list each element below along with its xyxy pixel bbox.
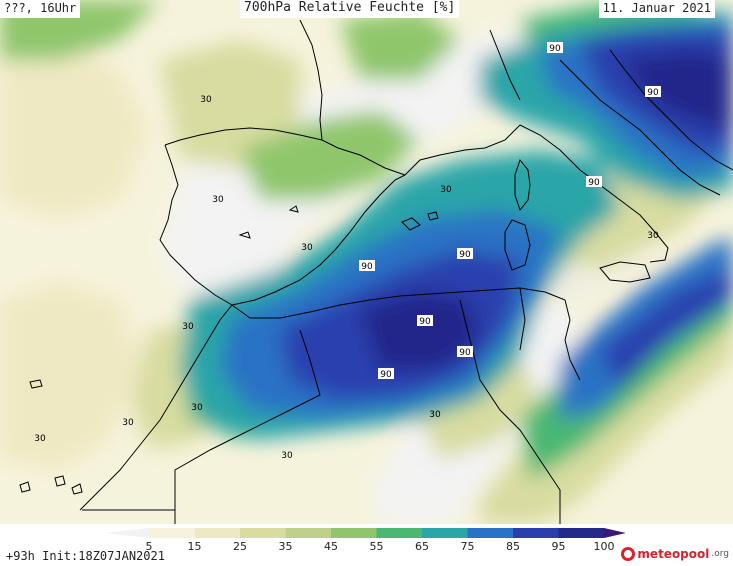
legend-tick-label: 15 — [187, 540, 202, 553]
contour-label: 90 — [459, 348, 471, 358]
contour-label: 90 — [549, 44, 561, 54]
legend-tick-label: 45 — [324, 540, 338, 553]
legend-tick-label: 65 — [415, 540, 429, 553]
legend-color-segment — [285, 528, 332, 538]
contour-label: 30 — [122, 418, 134, 428]
brand: meteopool .org — [621, 547, 729, 561]
legend-color-segment — [331, 528, 377, 538]
contour-label: 30 — [301, 243, 313, 253]
contour-label: 30 — [212, 195, 224, 205]
meteopool-logo-icon — [621, 547, 636, 561]
legend-arrow-right — [604, 528, 626, 538]
color-legend-bar — [105, 528, 626, 538]
contour-label: 30 — [182, 322, 194, 332]
contour-label: 30 — [191, 403, 203, 413]
legend-tick-label: 95 — [551, 540, 566, 553]
contour-label: 30 — [200, 95, 212, 105]
legend-tick-label: 100 — [593, 540, 615, 553]
contour-label: 30 — [281, 451, 293, 461]
legend-tick-label: 25 — [233, 540, 247, 553]
legend-tick-label: 85 — [506, 540, 520, 553]
forecast-date: 11. Januar 2021 — [598, 0, 715, 18]
brand-tld: .org — [711, 549, 729, 559]
forecast-time-label: ???, 16Uhr — [0, 0, 81, 18]
legend-arrow-left — [105, 528, 149, 538]
init-time-label: +93h Init:18Z07JAN2021 — [6, 549, 165, 563]
legend-color-segment — [513, 528, 559, 538]
contour-labels-high: 90 90 90 90 90 90 90 90 — [359, 42, 661, 380]
legend-color-segment — [558, 528, 605, 538]
legend-tick-label: 75 — [460, 540, 475, 553]
contour-label: 30 — [440, 185, 452, 195]
contour-labels: 30 30 30 30 30 30 30 30 30 30 30 — [34, 95, 659, 461]
map-title: 700hPa Relative Feuchte [%] — [240, 0, 460, 18]
contour-label: 90 — [419, 317, 431, 327]
contour-label: 90 — [647, 88, 659, 98]
legend-color-segment — [467, 528, 514, 538]
brand-name: meteopool — [637, 547, 710, 561]
coastlines — [19, 19, 733, 524]
contour-label: 30 — [647, 231, 659, 241]
legend-color-segment — [422, 528, 468, 538]
humidity-map: 30 30 30 30 30 30 30 30 30 30 30 90 90 9… — [0, 0, 733, 524]
contour-label: 90 — [459, 250, 471, 260]
contour-label: 30 — [34, 434, 46, 444]
contour-label: 30 — [429, 410, 441, 420]
legend-tick-label: 5 — [145, 540, 153, 553]
legend-color-segment — [376, 528, 423, 538]
contour-label: 90 — [380, 370, 392, 380]
legend-color-segment — [149, 528, 195, 538]
legend-color-segment — [240, 528, 286, 538]
contour-label: 90 — [588, 178, 600, 188]
legend-tick-label: 35 — [278, 540, 293, 553]
legend-color-segment — [194, 528, 241, 538]
legend-tick-label: 55 — [369, 540, 384, 553]
contour-label: 90 — [361, 262, 373, 272]
